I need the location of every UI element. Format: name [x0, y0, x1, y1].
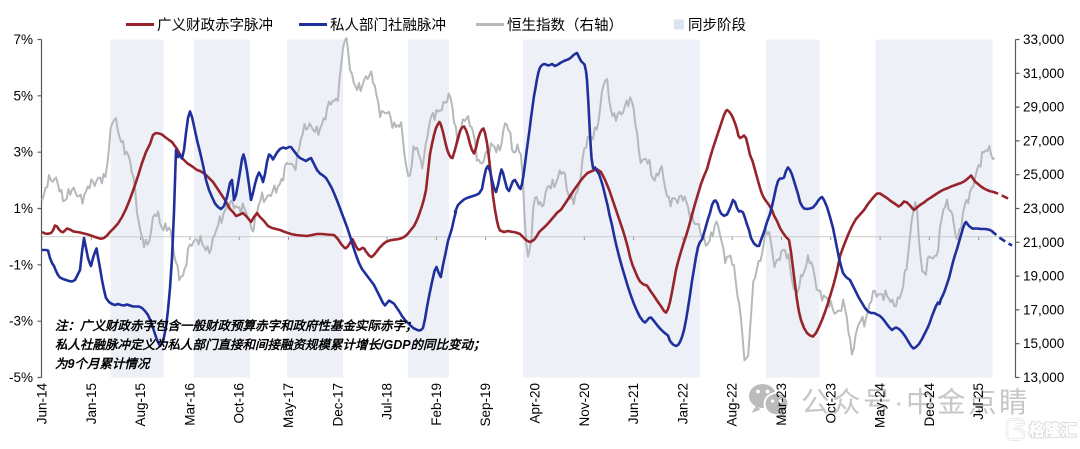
- svg-text:Aug-22: Aug-22: [725, 383, 740, 427]
- svg-text:Jul-25: Jul-25: [971, 383, 986, 420]
- svg-text:Jun-21: Jun-21: [626, 383, 641, 424]
- svg-text:31,000: 31,000: [1023, 66, 1064, 81]
- svg-text:Jul-18: Jul-18: [380, 383, 395, 420]
- svg-text:同步阶段: 同步阶段: [688, 17, 746, 34]
- svg-text:7%: 7%: [13, 32, 33, 47]
- svg-text:15,000: 15,000: [1023, 336, 1064, 351]
- svg-text:Feb-19: Feb-19: [429, 383, 444, 426]
- svg-text:Sep-19: Sep-19: [478, 383, 493, 427]
- svg-text:21,000: 21,000: [1023, 235, 1064, 250]
- svg-text:Aug-15: Aug-15: [133, 383, 148, 427]
- svg-text:19,000: 19,000: [1023, 269, 1064, 284]
- svg-text:-3%: -3%: [9, 314, 33, 329]
- svg-text:27,000: 27,000: [1023, 133, 1064, 148]
- svg-text:Jan-15: Jan-15: [84, 383, 99, 424]
- svg-text:格隆汇: 格隆汇: [1029, 421, 1077, 440]
- svg-text:Jan-22: Jan-22: [675, 383, 690, 424]
- svg-text:33,000: 33,000: [1023, 32, 1064, 47]
- svg-text:Mar-23: Mar-23: [774, 383, 789, 426]
- svg-text:Oct-23: Oct-23: [823, 383, 838, 424]
- svg-text:格隆汇: 格隆汇: [1029, 421, 1077, 440]
- svg-text:公众号·中金点睛: 公众号·中金点睛: [801, 387, 1030, 419]
- svg-text:29,000: 29,000: [1023, 100, 1064, 115]
- svg-text:Dec-17: Dec-17: [330, 383, 345, 427]
- svg-text:恒生指数（右轴）: 恒生指数（右轴）: [507, 17, 623, 34]
- svg-text:1%: 1%: [13, 201, 33, 216]
- svg-text:-1%: -1%: [9, 257, 33, 272]
- svg-text:Nov-20: Nov-20: [577, 383, 592, 427]
- svg-text:私人社融脉冲定义为私人部门直接和间接融资规模累计增长/GDP: 私人社融脉冲定义为私人部门直接和间接融资规模累计增长/GDP的同比变动；: [55, 338, 486, 352]
- svg-text:13,000: 13,000: [1023, 370, 1064, 385]
- svg-text:5%: 5%: [13, 88, 33, 103]
- svg-text:3%: 3%: [13, 145, 33, 160]
- svg-text:注：广义财政赤字包含一般财政预算赤字和政府性基金实际赤字；: 注：广义财政赤字包含一般财政预算赤字和政府性基金实际赤字；: [55, 319, 418, 333]
- svg-text:May-24: May-24: [873, 383, 888, 429]
- svg-text:Mar-16: Mar-16: [182, 383, 197, 426]
- svg-text:广义财政赤字脉冲: 广义财政赤字脉冲: [157, 17, 273, 34]
- svg-text:Dec-24: Dec-24: [922, 383, 937, 427]
- svg-text:Apr-20: Apr-20: [528, 383, 543, 424]
- svg-text:Jun-14: Jun-14: [35, 383, 50, 425]
- svg-text:-5%: -5%: [9, 370, 33, 385]
- svg-text:私人部门社融脉冲: 私人部门社融脉冲: [330, 17, 446, 34]
- svg-text:May-17: May-17: [281, 383, 296, 428]
- svg-text:为9个月累计情况: 为9个月累计情况: [55, 357, 152, 371]
- svg-text:17,000: 17,000: [1023, 302, 1064, 317]
- svg-text:23,000: 23,000: [1023, 201, 1064, 216]
- svg-text:25,000: 25,000: [1023, 167, 1064, 182]
- svg-text:Oct-16: Oct-16: [232, 383, 247, 424]
